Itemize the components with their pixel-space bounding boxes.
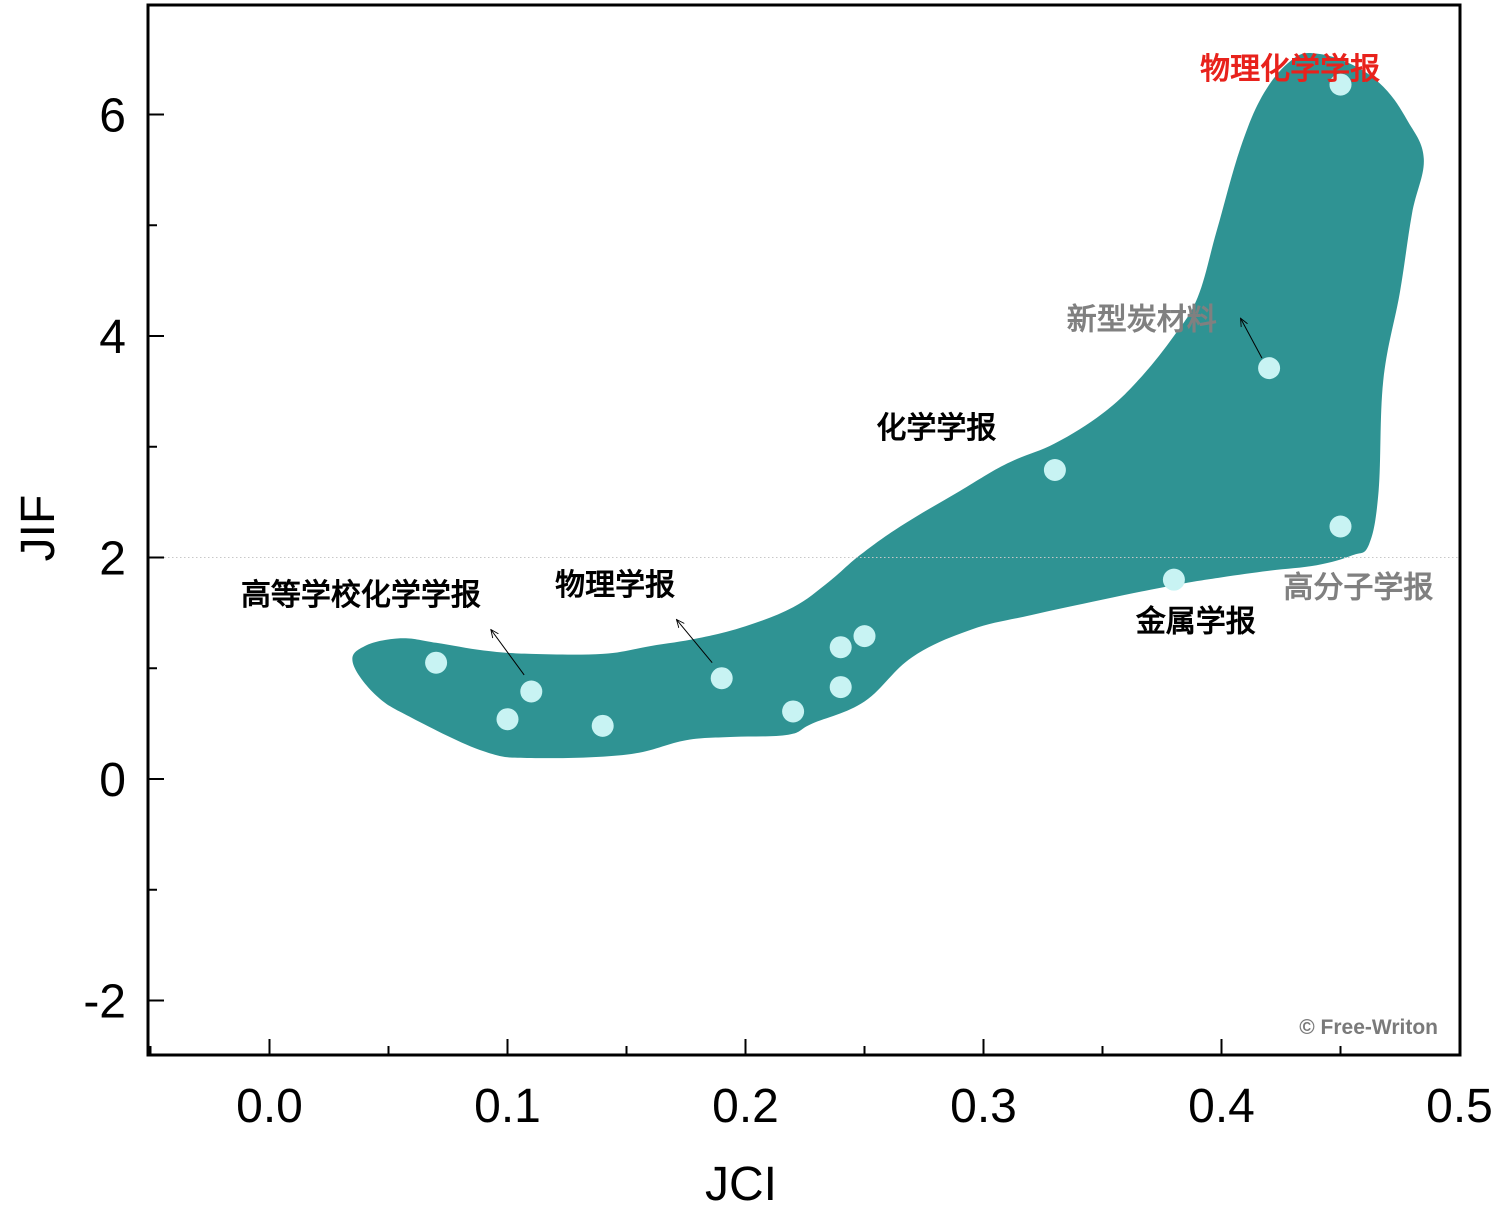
data-point <box>1162 568 1185 591</box>
annotation-arrow <box>676 620 713 664</box>
annotation-label: 物理学报 <box>555 568 675 603</box>
axes-layer: 0.0 0.1 0.2 0.3 0.4 0.5 -2 0 2 4 6 JCI JIF <box>12 3 1493 1211</box>
x-tick-label: 0.5 <box>1426 1080 1493 1133</box>
annotation-label: 新型炭材料 <box>1067 302 1217 337</box>
data-point <box>591 714 614 737</box>
y-axis-title: JIF <box>12 495 65 562</box>
annotation-arrow <box>491 629 525 676</box>
annotation-arrow <box>1241 318 1263 359</box>
data-point <box>425 651 448 674</box>
y-tick-label: 2 <box>99 533 126 586</box>
data-point <box>782 700 805 723</box>
x-tick-label: 0.0 <box>236 1080 303 1133</box>
data-point <box>1258 357 1281 380</box>
plot-frame <box>146 3 1462 1057</box>
region-shape <box>352 53 1424 759</box>
data-point <box>1043 459 1066 482</box>
data-point <box>710 667 733 690</box>
data-point <box>520 680 543 703</box>
data-point <box>829 636 852 659</box>
annotation-label: 高分子学报 <box>1283 570 1433 605</box>
x-tick-label: 0.2 <box>712 1080 779 1133</box>
data-point <box>496 708 519 731</box>
x-axis-title: JCI <box>705 1158 777 1211</box>
x-tick-label: 0.1 <box>474 1080 541 1133</box>
region-layer <box>352 53 1424 759</box>
data-point <box>853 625 876 648</box>
watermark: © Free-Writon <box>1299 1016 1438 1039</box>
data-point <box>1329 515 1352 538</box>
annotation-label: 高等学校化学学报 <box>241 578 481 613</box>
annotation-label: 物理化学学报 <box>1200 52 1380 87</box>
x-tick-label: 0.4 <box>1188 1080 1255 1133</box>
y-tick-label: 0 <box>99 754 126 807</box>
data-points-layer <box>425 73 1352 737</box>
data-point <box>829 676 852 699</box>
y-tick-label: 6 <box>99 90 126 143</box>
data-point <box>1329 73 1352 96</box>
annotation-label: 化学学报 <box>876 411 996 446</box>
x-tick-label: 0.3 <box>950 1080 1017 1133</box>
y-tick-label: -2 <box>83 976 126 1029</box>
annotation-label: 金属学报 <box>1135 605 1256 640</box>
y-tick-label: 4 <box>99 311 126 364</box>
